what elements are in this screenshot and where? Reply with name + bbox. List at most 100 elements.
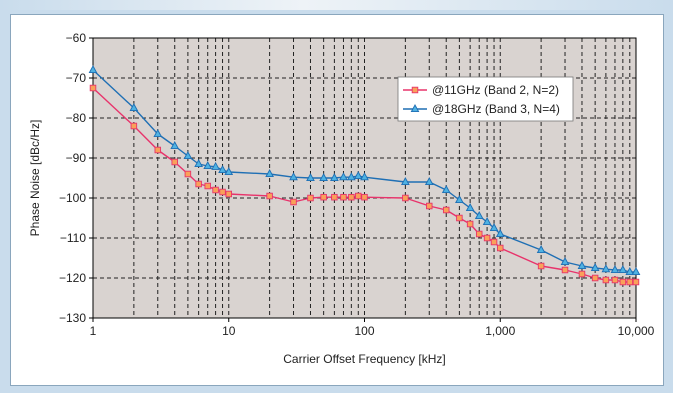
data-point-triangle <box>218 165 227 174</box>
data-point-triangle <box>482 217 492 226</box>
data-point-square <box>497 244 504 252</box>
data-point-triangle <box>224 167 234 176</box>
data-point-triangle <box>170 141 180 150</box>
data-point-square <box>411 86 419 94</box>
data-point-triangle <box>410 104 420 113</box>
y-tick-label: −120 <box>59 271 86 285</box>
data-point-square <box>204 182 211 190</box>
x-tick-label: 10 <box>222 324 236 338</box>
y-tick-label: −90 <box>66 151 87 165</box>
data-point-square <box>307 194 314 202</box>
data-point-triangle <box>474 211 484 220</box>
data-point-triangle <box>319 173 328 182</box>
data-point-square <box>331 193 338 201</box>
data-point-square <box>154 146 162 154</box>
data-point-square <box>632 278 640 286</box>
data-point-triangle <box>631 267 641 276</box>
data-point-triangle <box>194 159 203 168</box>
data-point-triangle <box>577 261 587 270</box>
data-point-square <box>490 238 498 246</box>
legend-box <box>397 76 574 122</box>
data-point-square <box>130 122 138 130</box>
data-point-square <box>402 194 409 202</box>
legend: @11GHz (Band 2, N=2) @18GHz (Band 3, N=4) <box>397 76 574 122</box>
data-point-square <box>626 278 634 286</box>
data-point-triangle <box>625 267 635 276</box>
data-point-square <box>611 276 619 284</box>
legend-label: @11GHz (Band 2, N=2) <box>432 83 559 97</box>
y-tick-label: −60 <box>66 31 87 45</box>
x-axis-label: Carrier Offset Frequency [kHz] <box>283 352 446 366</box>
data-point-square <box>466 220 474 228</box>
x-tick-label: 10,000 <box>618 324 655 338</box>
data-point-triangle <box>306 173 315 182</box>
data-point-square <box>89 84 97 92</box>
data-point-square <box>561 266 569 274</box>
data-point-square <box>442 206 450 214</box>
series-layer <box>88 65 641 286</box>
data-point-triangle <box>203 161 213 170</box>
data-point-square <box>619 278 627 286</box>
data-point-square <box>426 202 433 210</box>
data-point-triangle <box>129 103 139 112</box>
data-point-triangle <box>441 185 451 194</box>
data-point-triangle <box>618 265 628 274</box>
data-point-square <box>348 193 355 201</box>
data-point-square <box>591 274 599 282</box>
data-point-triangle <box>339 172 348 181</box>
data-point-triangle <box>465 203 475 212</box>
y-tick-label: −100 <box>59 191 86 205</box>
data-point-triangle <box>346 172 356 181</box>
data-point-triangle <box>401 177 410 186</box>
data-point-square <box>355 192 362 200</box>
data-point-square <box>184 170 192 178</box>
x-tick-label: 1,000 <box>485 324 515 338</box>
data-point-square <box>602 276 610 284</box>
series-18ghz <box>88 65 641 276</box>
data-point-triangle <box>495 229 505 238</box>
x-axis-ticks: 1 10 100 1,000 10,000 <box>90 318 655 338</box>
legend-label: @18GHz (Band 3, N=4) <box>432 102 560 116</box>
data-point-triangle <box>455 195 464 204</box>
data-point-square <box>483 234 491 242</box>
data-point-square <box>537 262 545 270</box>
decorative-top-band <box>0 0 673 10</box>
series-11ghz <box>89 84 640 286</box>
data-point-square <box>320 193 327 201</box>
data-point-triangle <box>353 171 363 180</box>
data-point-triangle <box>265 169 274 178</box>
data-point-triangle <box>153 129 163 138</box>
data-point-square <box>475 230 483 238</box>
data-point-square <box>225 190 232 198</box>
data-point-triangle <box>590 263 600 272</box>
y-tick-label: −80 <box>66 111 87 125</box>
x-tick-label: 1 <box>90 324 97 338</box>
y-tick-label: −110 <box>60 231 86 245</box>
y-axis-ticks: −130 −120 −110 −100 −90 −80 −70 −60 <box>59 31 93 325</box>
data-point-square <box>578 270 586 278</box>
data-point-square <box>340 193 347 201</box>
data-point-triangle <box>424 177 434 186</box>
data-point-square <box>219 188 226 196</box>
y-tick-label: −70 <box>66 71 87 85</box>
data-point-triangle <box>489 223 499 232</box>
data-point-triangle <box>211 161 220 170</box>
y-axis-label: Phase Noise [dBc/Hz] <box>28 120 42 237</box>
data-point-triangle <box>610 265 620 274</box>
data-point-triangle <box>330 173 339 182</box>
data-point-square <box>171 158 178 166</box>
data-point-triangle <box>183 151 193 160</box>
data-point-triangle <box>360 172 369 181</box>
x-tick-label: 100 <box>354 324 374 338</box>
y-tick-label: −130 <box>59 311 86 325</box>
data-point-square <box>361 193 368 201</box>
data-point-triangle <box>289 172 298 181</box>
data-point-triangle <box>88 65 98 74</box>
data-point-square <box>266 192 273 200</box>
data-point-triangle <box>601 264 611 273</box>
data-point-triangle <box>536 245 546 254</box>
data-point-square <box>290 198 297 206</box>
data-point-square <box>212 186 219 194</box>
